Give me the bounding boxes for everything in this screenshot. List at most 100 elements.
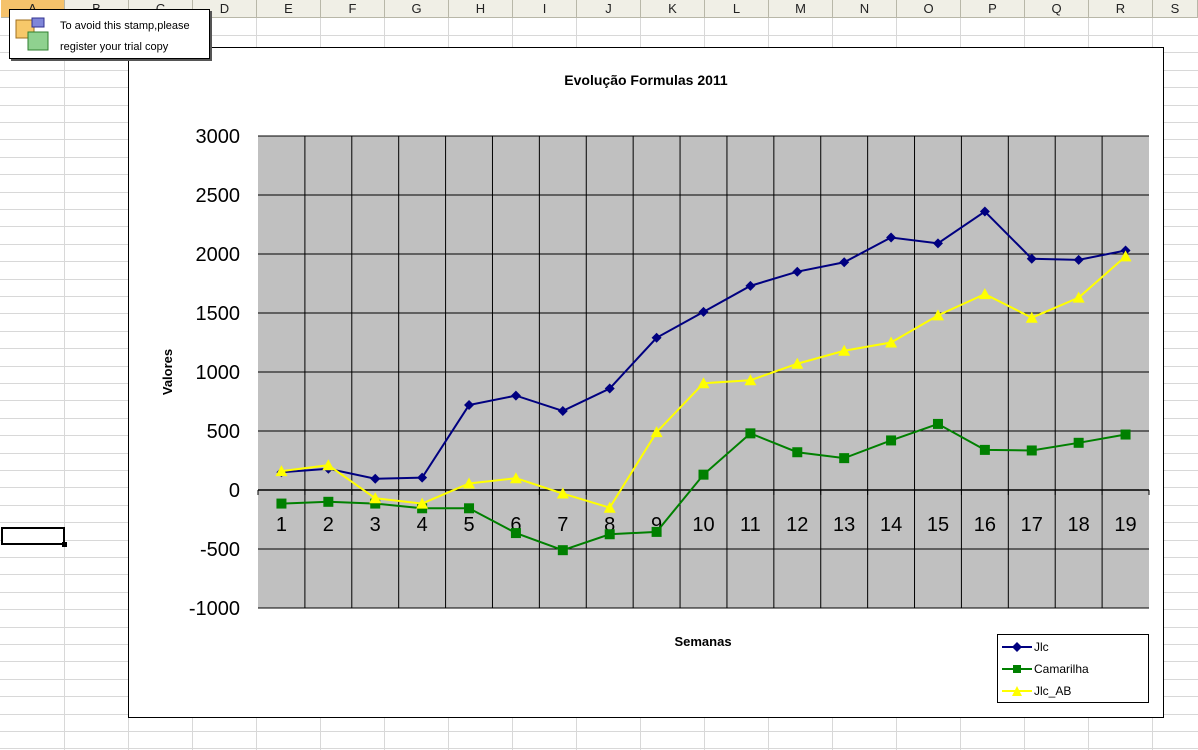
point-jlc [1073,254,1084,265]
point-camarilha [276,498,287,509]
point-camarilha [510,528,521,539]
point-jlc [886,232,897,243]
point-camarilha [979,444,990,455]
x-tick-label: 14 [880,514,902,536]
point-jlc [417,472,428,483]
stamp-windows-icon [15,17,49,51]
x-tick-label: 10 [692,514,714,536]
column-gridline [64,18,65,750]
fill-handle[interactable] [62,542,67,547]
point-jlc-ab [978,288,991,300]
legend-label-jlc-ab: Jlc_AB [1034,684,1072,698]
point-camarilha [651,526,662,537]
point-camarilha [604,529,615,540]
point-jlc [557,405,568,416]
point-jlc [464,400,475,411]
y-tick-label: 1500 [196,303,241,325]
legend-label-camarilha: Camarilha [1034,662,1089,676]
column-header-p[interactable]: P [961,0,1025,18]
point-jlc-ab [697,377,710,389]
column-header-q[interactable]: Q [1025,0,1089,18]
x-tick-label: 1 [276,514,287,536]
row-gridline [0,731,1198,732]
point-jlc-ab [603,501,616,513]
y-tick-label: 500 [207,421,240,443]
point-jlc [1026,253,1037,264]
y-tick-label: -500 [200,539,240,561]
point-jlc [745,280,756,291]
point-jlc [979,206,990,217]
point-camarilha [745,428,756,439]
x-tick-label: 18 [1068,514,1090,536]
active-cell-selection[interactable] [1,527,67,547]
x-tick-label: 9 [651,514,662,536]
y-tick-label: 1000 [196,362,241,384]
point-jlc-ab [931,309,944,321]
y-tick-label: 0 [229,480,240,502]
column-header-o[interactable]: O [897,0,961,18]
x-tick-label: 19 [1114,514,1136,536]
legend-marker-square-icon [1002,665,1032,673]
x-tick-label: 12 [786,514,808,536]
point-camarilha [1073,437,1084,448]
y-tick-label: 2000 [196,244,241,266]
point-jlc [792,266,803,277]
point-jlc-ab [275,465,288,477]
point-jlc-ab [1119,250,1132,262]
point-camarilha [1120,429,1131,440]
y-tick-label: 3000 [196,126,241,148]
stamp-text-line1: To avoid this stamp,please [60,20,190,32]
column-header-h[interactable]: H [449,0,513,18]
x-tick-label: 6 [510,514,521,536]
trial-stamp: To avoid this stamp,please register your… [9,9,210,59]
stamp-text-line2: register your trial copy [60,41,169,53]
point-jlc-ab [838,344,851,356]
legend-marker-triangle-icon [1002,686,1032,696]
x-tick-label: 5 [463,514,474,536]
chart-legend[interactable]: Jlc Camarilha Jlc_AB [997,634,1149,703]
column-header-j[interactable]: J [577,0,641,18]
point-jlc-ab [463,477,476,489]
point-camarilha [323,496,334,507]
point-jlc-ab [1072,291,1085,303]
column-header-m[interactable]: M [769,0,833,18]
point-jlc-ab [556,487,569,499]
legend-item-jlc-ab: Jlc_AB [998,681,1148,701]
row-gridline [0,35,1198,36]
x-tick-label: 17 [1021,514,1043,536]
chart-title: Evolução Formulas 2011 [564,72,728,88]
point-jlc-ab [509,472,522,484]
legend-item-jlc: Jlc [998,637,1148,657]
column-header-n[interactable]: N [833,0,897,18]
column-header-k[interactable]: K [641,0,705,18]
column-header-l[interactable]: L [705,0,769,18]
point-jlc-ab [416,497,429,509]
x-axis-title: Semanas [674,634,731,649]
point-camarilha [792,447,803,458]
point-jlc [370,473,381,484]
point-jlc-ab [885,336,898,348]
point-jlc-ab [650,426,663,438]
point-camarilha [932,418,943,429]
x-tick-label: 13 [833,514,855,536]
x-tick-label: 16 [974,514,996,536]
y-axis-title: Valores [160,349,175,395]
x-tick-label: 4 [417,514,428,536]
x-tick-label: 3 [370,514,381,536]
column-header-i[interactable]: I [513,0,577,18]
point-jlc-ab [791,357,804,369]
point-camarilha [698,469,709,480]
point-jlc [604,383,615,394]
point-jlc-ab [369,492,382,504]
column-header-g[interactable]: G [385,0,449,18]
column-header-e[interactable]: E [257,0,321,18]
point-jlc [651,332,662,343]
legend-label-jlc: Jlc [1034,640,1049,654]
row-gridline [0,748,1198,749]
point-camarilha [370,498,381,509]
column-header-f[interactable]: F [321,0,385,18]
column-header-r[interactable]: R [1089,0,1153,18]
y-tick-label: -1000 [189,598,240,620]
point-jlc-ab [744,374,757,386]
